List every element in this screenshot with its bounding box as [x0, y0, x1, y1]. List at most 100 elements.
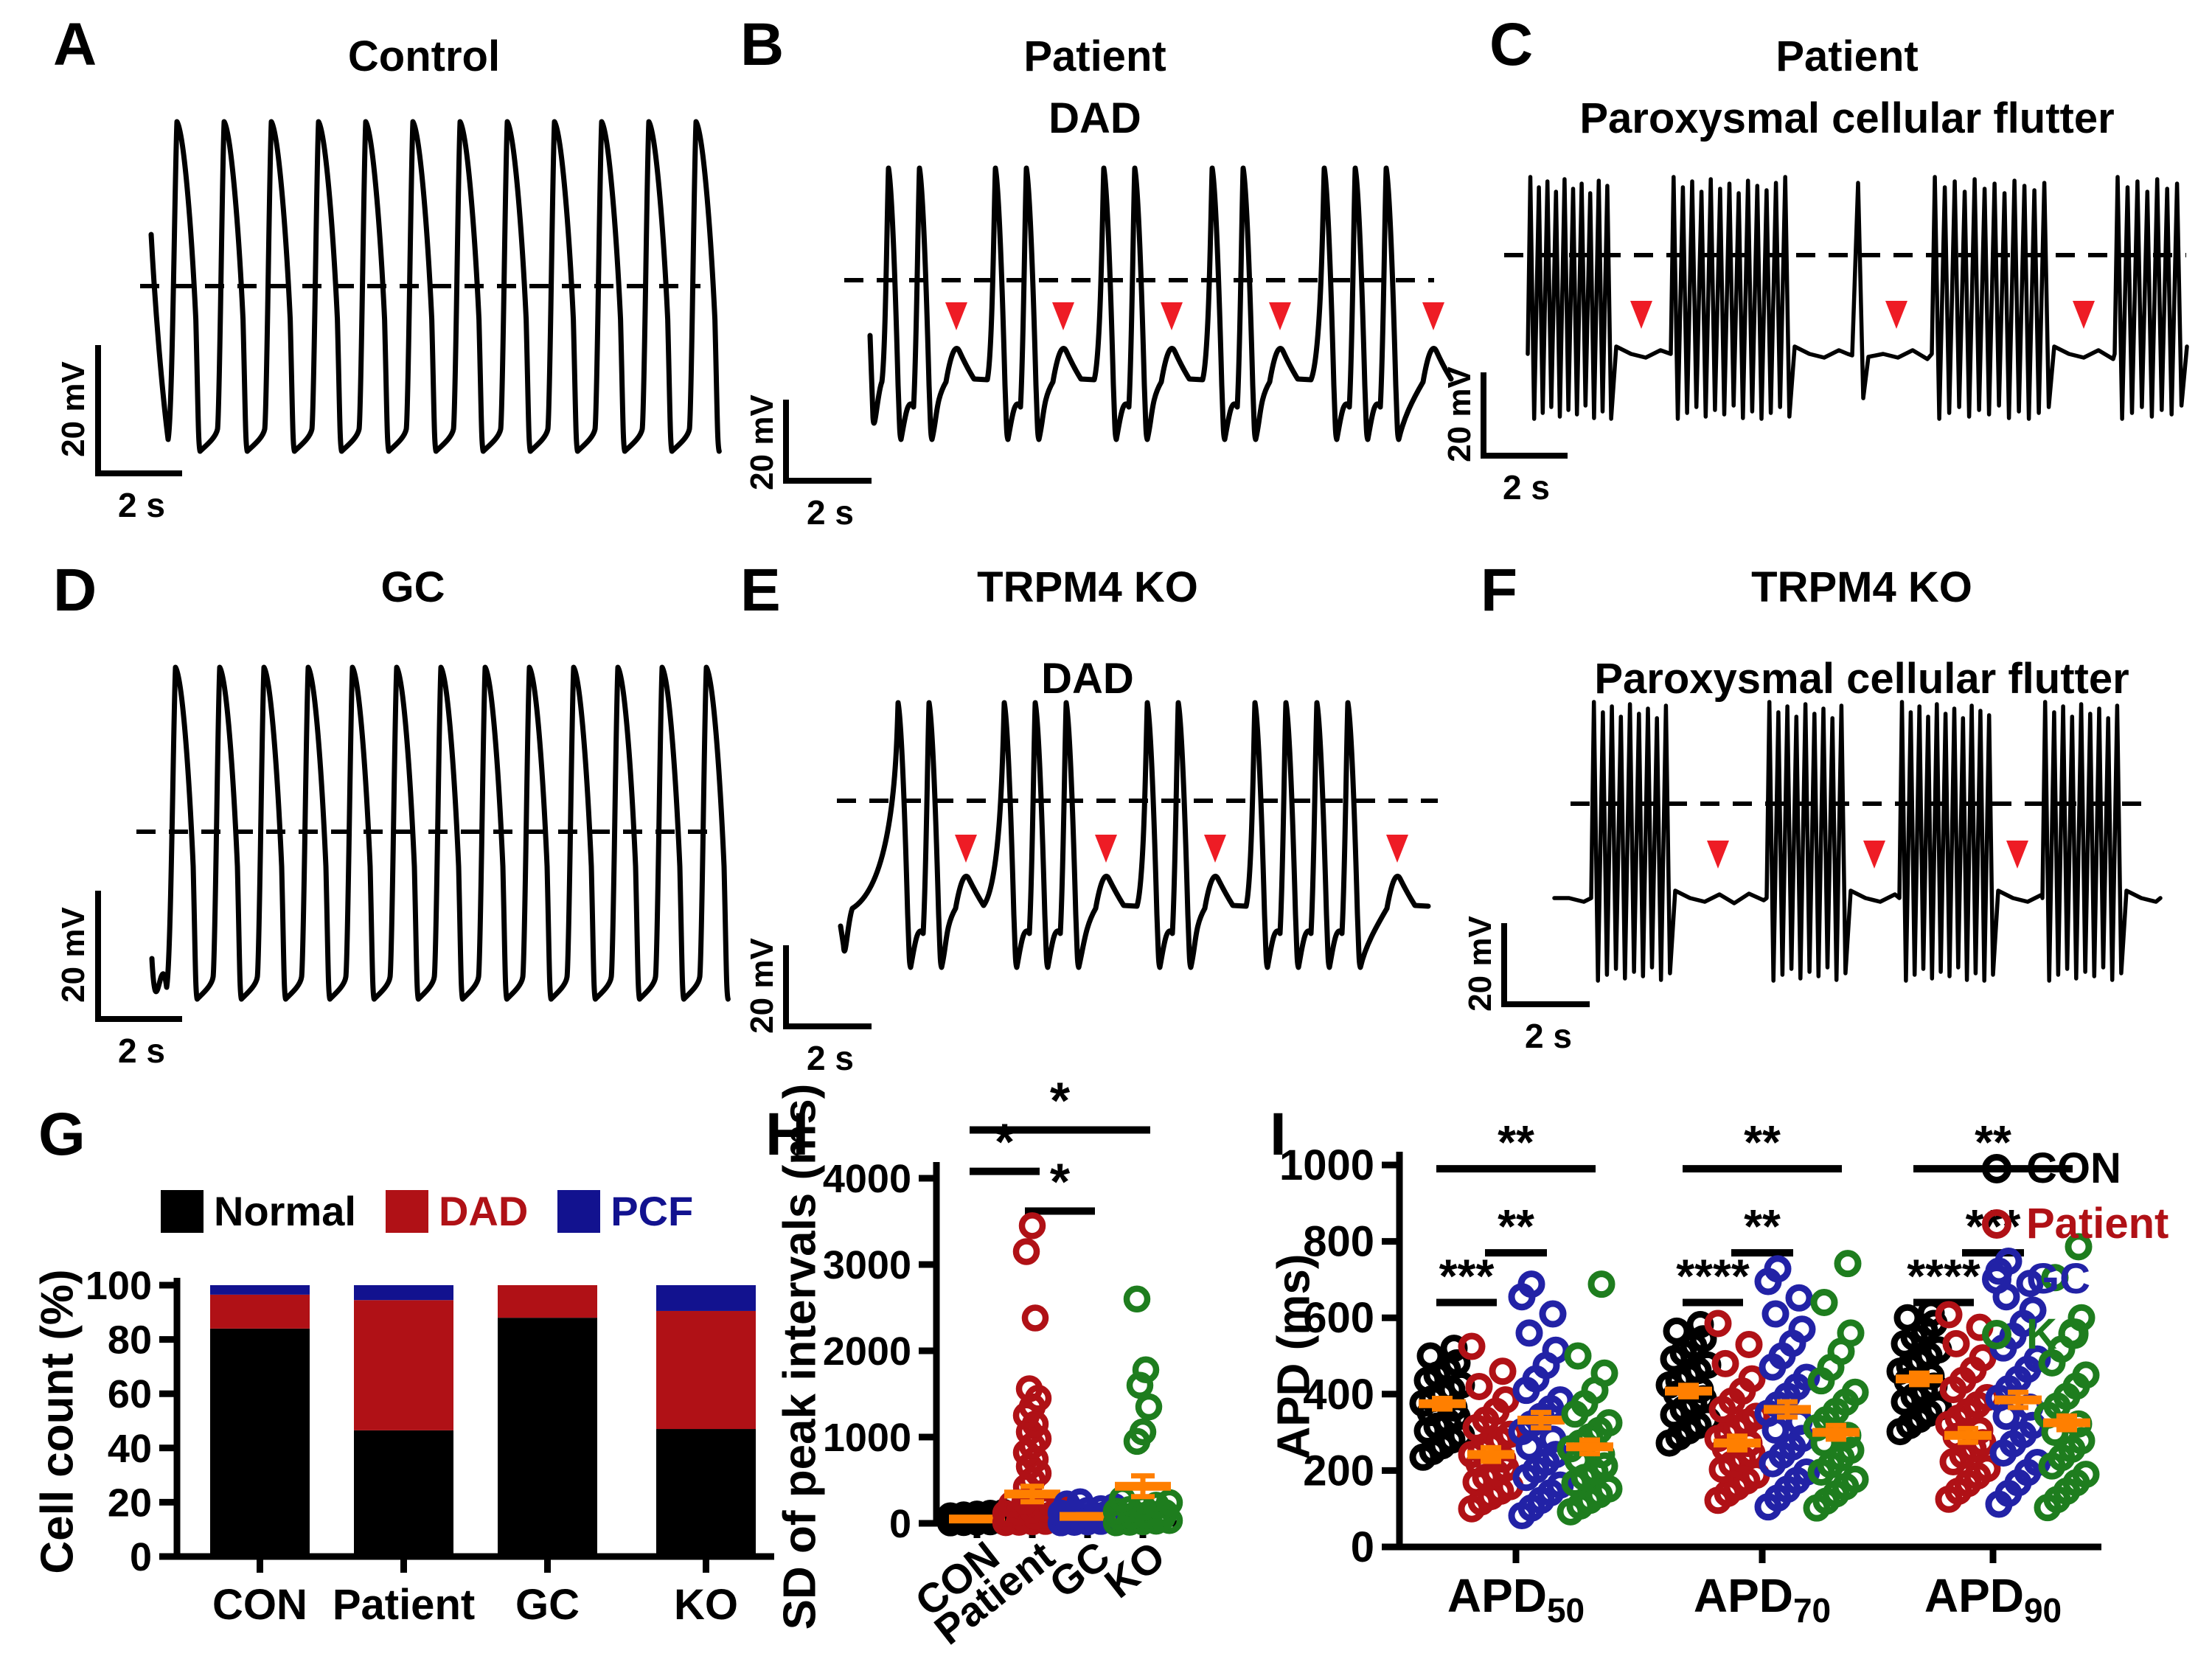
i-data-point	[1595, 1409, 1623, 1437]
i-mean-patient-70	[1714, 1433, 1761, 1453]
i-mean-patient-50	[1467, 1444, 1514, 1464]
g-bar-segment-pcf-patient	[354, 1285, 453, 1301]
i-data-point	[1969, 1344, 1997, 1372]
title-trpm4ko-dad: DAD	[1041, 655, 1134, 703]
i-points-gc-apd50	[1508, 1270, 1574, 1530]
g-x-category-label: KO	[674, 1581, 738, 1629]
i-data-point	[1837, 1436, 1865, 1464]
i-data-point	[1689, 1325, 1717, 1353]
g-bar-segment-normal-con	[210, 1328, 310, 1557]
i-mean-patient-90	[1944, 1425, 1992, 1445]
i-data-point	[1587, 1270, 1615, 1298]
legend-i-gc: GC	[1982, 1258, 2090, 1301]
legend-i-patient: Patient	[1982, 1203, 2168, 1245]
i-data-point	[2072, 1461, 2100, 1489]
g-y-tick-label: 0	[130, 1535, 152, 1579]
g-y-tick-label: 20	[108, 1481, 152, 1525]
i-data-point	[1443, 1349, 1471, 1377]
h-significance-stars: *	[1050, 1152, 1071, 1210]
h-y-tick-label: 0	[889, 1502, 911, 1546]
panel-letter-c: C	[1489, 11, 1534, 78]
i-data-point	[1465, 1372, 1493, 1400]
scalebar-s-label-f: 2 s	[1525, 1017, 1572, 1055]
h-mean-ko	[1115, 1473, 1171, 1500]
trace-panel-f	[1501, 700, 2163, 1007]
i-data-point	[1492, 1386, 1520, 1414]
i-mean-gc-90	[1994, 1389, 2042, 1411]
h-data-point	[1012, 1238, 1040, 1265]
panel-letter-a: A	[53, 11, 97, 78]
i-data-point	[2016, 1270, 2044, 1298]
dad-arrowhead-icon	[1204, 835, 1226, 863]
dad-arrowhead-icon	[2073, 301, 2095, 329]
title-trpm4ko: TRPM4 KO	[977, 563, 1198, 611]
i-data-point	[1788, 1315, 1816, 1343]
legend-i-ko: KO	[1982, 1313, 2090, 1356]
i-y-tick-label: 0	[1351, 1523, 1374, 1571]
h-x-category-label: KO	[1096, 1532, 1173, 1607]
g-bar-segment-pcf-con	[210, 1285, 310, 1295]
scalebar-s-label-d: 2 s	[118, 1032, 165, 1070]
i-data-point	[1834, 1250, 1862, 1278]
i-data-point	[1942, 1329, 1970, 1357]
i-data-point	[1841, 1465, 1869, 1493]
i-data-point	[1764, 1255, 1792, 1283]
i-significance-stars: ****	[1676, 1249, 1750, 1302]
panel-letter-g: G	[38, 1101, 86, 1168]
i-y-tick-label: 200	[1303, 1447, 1374, 1495]
panel-letter-e: E	[740, 557, 781, 624]
i-data-point	[1792, 1363, 1820, 1391]
i-data-point	[1837, 1319, 1865, 1347]
i-significance-stars: **	[1498, 1116, 1534, 1169]
i-data-point	[1564, 1342, 1592, 1370]
i-significance-stars: ****	[1907, 1249, 1980, 1302]
i-data-point	[2067, 1304, 2096, 1332]
i-data-point	[2023, 1345, 2051, 1373]
h-points-ko	[1102, 1285, 1183, 1537]
dad-arrowhead-icon	[1630, 301, 1652, 329]
legend-swatch-normal	[161, 1190, 204, 1233]
scalebar-s-label-a: 2 s	[118, 486, 165, 524]
i-group-label: APD50	[1447, 1569, 1585, 1630]
h-data-point	[1129, 1418, 1157, 1446]
i-data-point	[2019, 1296, 2047, 1324]
legend-ring-con	[1982, 1154, 2011, 1183]
g-bar-segment-dad-ko	[656, 1310, 756, 1430]
title-control: Control	[347, 32, 501, 80]
dad-arrowhead-icon	[955, 835, 977, 863]
dad-arrowhead-icon	[1422, 302, 1444, 330]
i-significance-stars: ***	[1439, 1249, 1495, 1302]
i-data-point	[1735, 1330, 1763, 1358]
chart-g: 0 20 40 60 80 100 CON Patient GC KO	[86, 1264, 774, 1629]
membrane-potential-trace	[148, 119, 722, 454]
scalebar-mv-label-c: 20 mV	[1441, 366, 1478, 462]
h-y-tick-label: 1000	[823, 1416, 911, 1460]
i-data-point	[2072, 1361, 2100, 1389]
scalebar-mv-label-b: 20 mV	[744, 394, 780, 490]
legend-label-gc: GC	[2026, 1255, 2090, 1303]
i-data-point	[1841, 1378, 1869, 1406]
dad-arrowhead-icon	[1095, 835, 1117, 863]
legend-swatch-dad	[385, 1190, 428, 1233]
i-data-point	[1663, 1317, 1691, 1345]
membrane-potential-trace	[1526, 175, 2189, 421]
g-y-axis-title: Cell count (%)	[32, 1269, 83, 1574]
i-points-ko-apd90	[2034, 1233, 2100, 1522]
panel-letter-f: F	[1481, 557, 1518, 624]
i-data-point	[2023, 1449, 2051, 1477]
membrane-potential-trace	[867, 165, 1454, 442]
h-data-point	[1132, 1356, 1160, 1383]
i-significance-stars: **	[1744, 1116, 1781, 1169]
membrane-potential-trace	[1552, 700, 2163, 983]
trace-panel-e	[783, 700, 1438, 1029]
h-data-point	[963, 1500, 991, 1528]
title-trpm4ko-pcf: Paroxysmal cellular flutter	[1594, 655, 2129, 703]
h-significance-stars: *	[1050, 1071, 1071, 1129]
panel-letter-b: B	[740, 11, 785, 78]
scalebar-s-label-e: 2 s	[807, 1039, 854, 1077]
i-data-point	[1742, 1402, 1770, 1430]
dad-arrowhead-icon	[1863, 841, 1885, 869]
h-data-point	[1155, 1489, 1183, 1517]
panel-letter-h: H	[765, 1101, 810, 1168]
dad-arrowhead-icon	[1707, 841, 1729, 869]
